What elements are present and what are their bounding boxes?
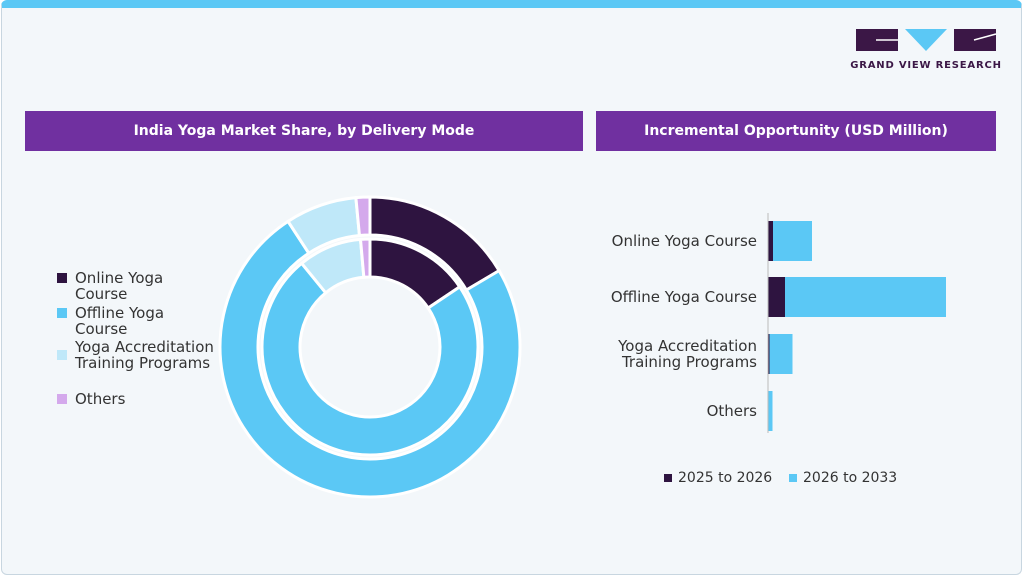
category-label: Yoga Accreditation Training Programs	[618, 337, 757, 371]
logo-text: GRAND VIEW RESEARCH	[850, 60, 1002, 71]
donut-slice	[218, 219, 522, 499]
legend-swatch	[57, 308, 67, 318]
bar-segment	[769, 334, 793, 374]
panel-title: Incremental Opportunity (USD Million)	[596, 111, 996, 151]
legend-label: Offline Yoga Course	[75, 304, 165, 338]
legend-swatch	[57, 394, 67, 404]
legend-label: Online Yoga Course	[75, 269, 164, 303]
bar-segment	[768, 391, 773, 431]
bar-segment	[773, 221, 812, 261]
donut-slice	[260, 261, 480, 457]
logo-mark	[856, 29, 997, 51]
legend-swatch	[664, 474, 672, 482]
legend-swatch	[57, 350, 67, 360]
legend-label: 2026 to 2033	[803, 470, 898, 486]
bar-segment	[768, 277, 785, 317]
bar-segment	[768, 334, 770, 374]
category-label: Offline Yoga Course	[610, 288, 757, 306]
category-label: Others	[706, 402, 757, 420]
donut-slice	[358, 237, 372, 279]
category-label: Online Yoga Course	[611, 232, 757, 250]
donut-slice	[354, 195, 372, 238]
legend-label: Others	[75, 390, 126, 408]
bar-segment	[785, 277, 946, 317]
legend-label: Yoga Accreditation Training Programs	[75, 338, 214, 372]
legend-swatch	[57, 273, 67, 283]
bar-segment	[768, 221, 773, 261]
legend-swatch	[789, 474, 797, 482]
panel-title: India Yoga Market Share, by Delivery Mod…	[25, 111, 583, 151]
legend-label: 2025 to 2026	[678, 470, 773, 486]
